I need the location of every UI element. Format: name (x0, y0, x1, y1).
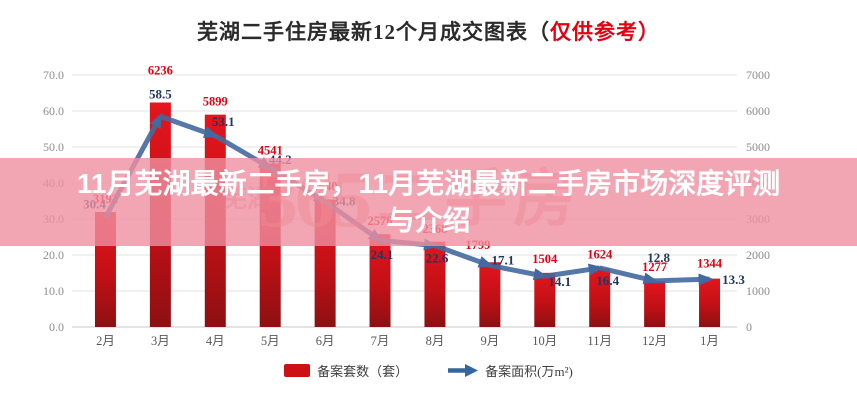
line-value-label: 17.1 (492, 252, 515, 267)
arrow-line-icon (448, 364, 479, 377)
bar-value-label: 1504 (532, 252, 558, 266)
left-axis-tick: 20.0 (43, 248, 64, 262)
bar-value-label: 5899 (203, 95, 228, 109)
x-axis-label: 10月 (532, 334, 557, 348)
banner-title-line2: 与介绍 (386, 205, 471, 236)
bar-value-label: 1277 (642, 260, 667, 274)
x-axis-label: 8月 (426, 334, 445, 348)
line-value-label: 12.8 (647, 250, 670, 265)
bar (589, 268, 611, 327)
bar (699, 278, 721, 327)
x-axis-label: 12月 (642, 334, 667, 348)
line-value-label: 58.5 (149, 86, 172, 101)
banner-title-line1: 11月芜湖最新二手房，11月芜湖最新二手房市场深度评测 (76, 168, 781, 199)
left-axis-tick: 70.0 (43, 68, 64, 82)
area-line-segment (434, 243, 494, 268)
area-line-segment (654, 273, 714, 286)
right-axis-tick: 2000 (746, 248, 770, 262)
legend-line-label: 备案面积(万m²) (485, 364, 573, 379)
left-axis-tick: 50.0 (43, 140, 64, 154)
bar-value-label: 1344 (697, 257, 723, 271)
line-value-label: 22.6 (426, 251, 449, 266)
right-axis-tick: 5000 (746, 140, 770, 154)
x-axis-label: 6月 (316, 334, 335, 348)
x-axis-label: 9月 (480, 334, 499, 348)
overlay-banner: 11月芜湖最新二手房，11月芜湖最新二手房市场深度评测 与介绍 (0, 158, 857, 246)
chart-title-note: 仅供参考） (550, 20, 660, 44)
bar (424, 241, 446, 327)
x-axis-label: 11月 (587, 334, 612, 348)
area-line-segment (599, 265, 659, 285)
bar (369, 234, 391, 327)
area-line-segment (159, 114, 220, 139)
line-value-label: 14.1 (548, 274, 571, 289)
chart-title: 芜湖二手住房最新12个月成交图表（仅供参考） (0, 16, 857, 46)
bar-series-swatch-icon (284, 364, 311, 377)
legend-item-line: 备案面积(万m²) (448, 361, 573, 380)
line-value-label: 16.4 (596, 273, 619, 288)
chart-legend: 备案套数（套） 备案面积(万m²) (0, 361, 857, 380)
bar (534, 272, 556, 327)
x-axis-label: 7月 (371, 334, 390, 348)
line-value-label: 53.1 (212, 114, 235, 129)
right-axis-tick: 6000 (746, 104, 770, 118)
left-axis-tick: 0.0 (49, 320, 64, 334)
x-axis-label: 1月 (700, 334, 719, 348)
left-axis-tick: 60.0 (43, 104, 64, 118)
line-value-label: 13.3 (722, 272, 745, 287)
right-axis-tick: 1000 (746, 284, 770, 298)
right-axis-tick: 0 (746, 320, 752, 334)
bar-value-label: 4541 (258, 144, 283, 158)
area-line-segment (489, 262, 549, 281)
legend-item-bars: 备案套数（套） (284, 361, 408, 380)
bar (479, 262, 501, 327)
bar-value-label: 6236 (148, 64, 173, 78)
x-axis-label: 3月 (151, 334, 170, 348)
line-value-label: 24.1 (371, 247, 394, 262)
right-axis-tick: 7000 (746, 68, 770, 82)
chart-title-text: 芜湖二手住房最新12个月成交图表（ (197, 20, 550, 44)
x-axis-label: 4月 (206, 334, 225, 348)
legend-bars-label: 备案套数（套） (317, 364, 409, 379)
area-line-segment (544, 263, 604, 279)
x-axis-label: 5月 (261, 334, 280, 348)
bar-value-label: 1624 (587, 248, 613, 262)
bar (644, 281, 666, 327)
x-axis-label: 2月 (96, 334, 115, 348)
left-axis-tick: 10.0 (43, 284, 64, 298)
